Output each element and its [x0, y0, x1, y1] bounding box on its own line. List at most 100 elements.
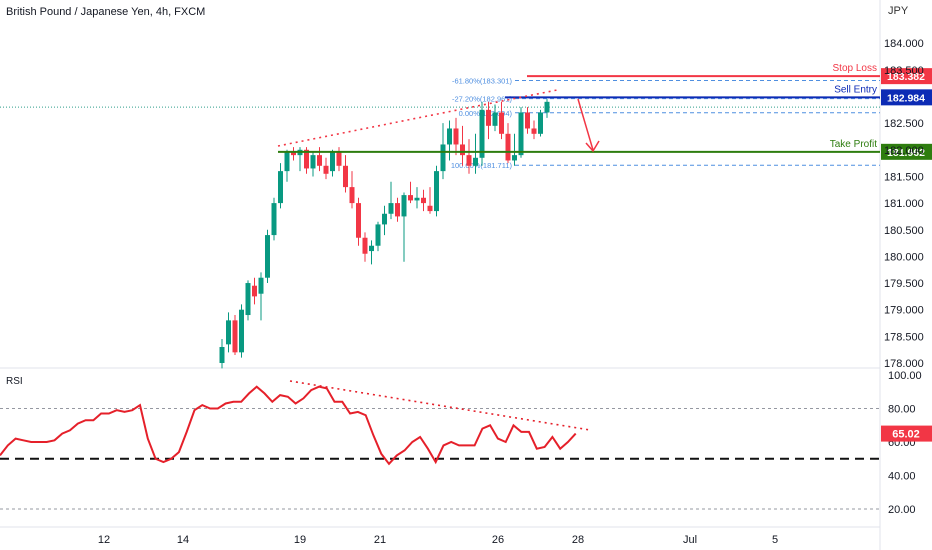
price-tick-label: 182.000 [884, 145, 924, 157]
time-tick-label: 21 [374, 534, 386, 546]
level-badge [881, 68, 932, 85]
candle-body [401, 195, 407, 217]
candle-body [349, 187, 355, 204]
time-tick-label: 5 [772, 534, 778, 546]
rsi-tick-label: 40.00 [888, 471, 916, 483]
rsi-series [0, 380, 591, 466]
rsi-tick-label: 20.00 [888, 504, 916, 516]
price-axis: 184.000 183.500 182.500 182.000 181.500 181.0… [884, 38, 924, 370]
candle-body [239, 309, 244, 353]
candle-body [226, 320, 231, 345]
trade-annotations: Stop Loss 183.382 Sell Entry 182.984 Take Pr… [277, 63, 932, 160]
price-tick-label: 180.000 [884, 251, 924, 263]
candle-body [492, 112, 498, 126]
level-label: Sell Entry [834, 84, 877, 95]
candle-body [388, 203, 394, 214]
candle-body [427, 205, 433, 212]
currency-label: JPY [888, 5, 909, 17]
candle-body [245, 283, 251, 316]
price-tick-label: 180.500 [884, 225, 924, 237]
time-tick-label: 12 [98, 534, 110, 546]
candle-body [356, 203, 361, 238]
candle-body [447, 128, 452, 145]
rsi-trendline [289, 380, 591, 431]
candle-body [291, 152, 296, 156]
rsi-line [0, 385, 577, 466]
down-arrow-head [585, 140, 600, 153]
level-badge-text: 183.382 [887, 71, 925, 83]
candle-body [336, 152, 342, 166]
candle-body [395, 203, 400, 217]
candle-body [531, 128, 537, 134]
rsi-level-lines [0, 408, 880, 510]
time-tick-label: 26 [492, 534, 504, 546]
candle-body [421, 197, 426, 204]
candle-body [434, 171, 439, 212]
price-tick-label: 184.000 [884, 38, 924, 50]
price-tick-label: 182.500 [884, 118, 924, 130]
fib-label: -61.80%(183.301) [452, 76, 513, 85]
candle-body [284, 152, 290, 172]
candle-body [466, 155, 472, 166]
candle-body [310, 155, 316, 169]
candle-body [258, 277, 264, 294]
candle-body [538, 112, 543, 134]
candle-body [486, 109, 491, 126]
price-tick-label: 181.000 [884, 198, 924, 210]
price-tick-label: 179.000 [884, 305, 924, 317]
time-tick-label: Jul [683, 534, 697, 546]
price-tick-label: 179.500 [884, 278, 924, 290]
candle-body [453, 128, 459, 145]
price-tick-label: 181.500 [884, 171, 924, 183]
candle-body [505, 133, 511, 161]
candle-body [265, 235, 270, 278]
time-tick-label: 28 [572, 534, 584, 546]
candle-body [544, 101, 550, 113]
candle-body [499, 112, 504, 134]
candle-body [323, 165, 329, 174]
candle-body [473, 157, 478, 166]
candle-body [460, 144, 465, 156]
rsi-tick-label: 80.00 [888, 404, 916, 416]
level-badge-text: 182.984 [887, 92, 925, 104]
candle-body [518, 112, 524, 156]
chart-title: British Pound / Japanese Yen, 4h, FXCM [6, 6, 206, 18]
candle-body [382, 213, 387, 225]
candle-body [369, 245, 374, 252]
time-tick-label: 19 [294, 534, 306, 546]
rsi-tick-label: 100.00 [888, 370, 922, 382]
candle-body [343, 165, 348, 188]
level-label: Take Profit [830, 139, 877, 150]
candle-body [525, 112, 530, 129]
rsi-value-badge [881, 425, 932, 442]
candle-body [440, 144, 446, 172]
candle-body [232, 320, 238, 353]
fibonacci-levels: -61.80%(183.301) -27.20%(182.961) 0.00%(18… [0, 76, 880, 170]
level-badge-text: 181.962 [887, 147, 925, 159]
level-label: Stop Loss [833, 63, 877, 74]
candle-body [219, 347, 225, 363]
candle-body [408, 195, 413, 201]
candlestick-series [219, 99, 550, 369]
candle-body [252, 285, 257, 297]
fib-label: -27.20%(182.961) [452, 95, 513, 104]
rsi-label: RSI [6, 376, 23, 387]
candle-body [362, 237, 368, 254]
time-tick-label: 14 [177, 534, 189, 546]
candle-body [512, 155, 517, 161]
level-badge [881, 143, 932, 160]
rsi-value-badge-text: 65.02 [892, 429, 920, 441]
price-trendline [277, 89, 558, 147]
candle-body [271, 203, 277, 236]
down-arrow-shaft [577, 98, 594, 151]
price-tick-label: 178.500 [884, 331, 924, 343]
time-axis: 12 14 19 21 26 28 Jul 5 [98, 534, 778, 546]
candle-body [278, 171, 283, 204]
candle-body [330, 152, 335, 172]
candle-body [375, 224, 381, 246]
price-tick-label: 178.000 [884, 358, 924, 370]
candle-body [304, 149, 309, 169]
candle-body [317, 155, 322, 166]
